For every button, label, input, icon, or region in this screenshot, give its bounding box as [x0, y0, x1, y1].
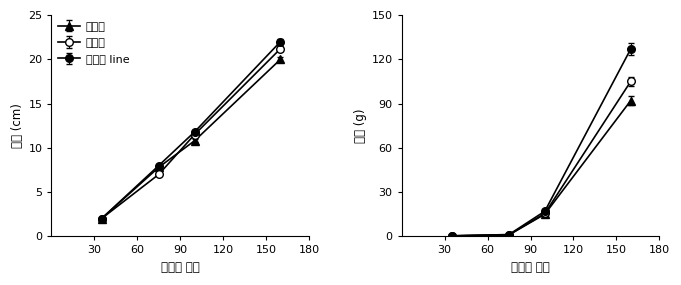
X-axis label: 부화후 일수: 부화후 일수 [161, 261, 200, 274]
Legend: 대조구, 핵집단, 산업화 line: 대조구, 핵집단, 산업화 line [54, 19, 133, 67]
Y-axis label: 전장 (cm): 전장 (cm) [11, 103, 24, 148]
X-axis label: 부화후 일수: 부화후 일수 [511, 261, 550, 274]
Y-axis label: 체중 (g): 체중 (g) [354, 109, 367, 143]
